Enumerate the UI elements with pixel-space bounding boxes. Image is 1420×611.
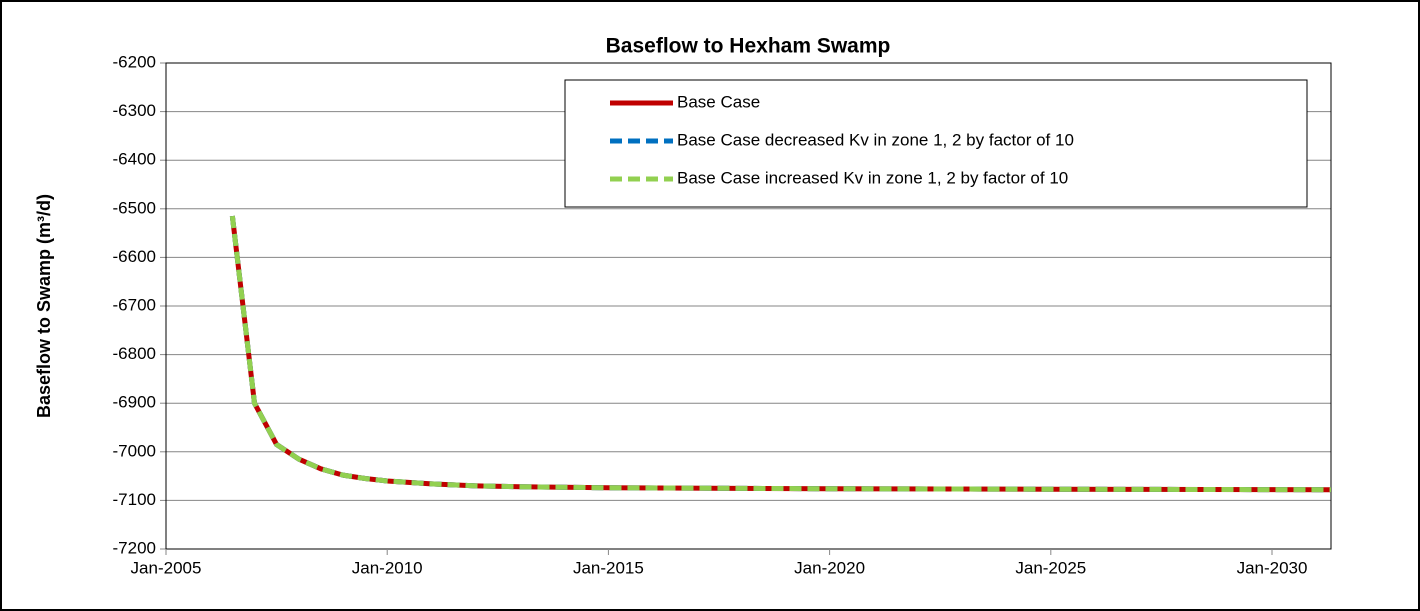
x-tick-label: Jan-2025	[1015, 558, 1086, 577]
x-tick-label: Jan-2005	[131, 558, 202, 577]
legend-label: Base Case	[677, 92, 760, 111]
x-tick-label: Jan-2020	[794, 558, 865, 577]
series-line	[229, 215, 1332, 493]
x-tick-label: Jan-2010	[352, 558, 423, 577]
y-tick-label: -6200	[113, 52, 156, 71]
y-tick-label: -6600	[113, 247, 156, 266]
chart-title: Baseflow to Hexham Swamp	[606, 35, 891, 58]
y-tick-label: -6800	[113, 344, 156, 363]
y-tick-label: -6700	[113, 295, 156, 314]
x-tick-label: Jan-2015	[573, 558, 644, 577]
legend-label: Base Case decreased Kv in zone 1, 2 by f…	[677, 130, 1074, 149]
y-axis-label: Baseflow to Swamp (m³/d)	[34, 194, 54, 418]
plot-frame	[165, 62, 1332, 550]
y-tick-label: -6400	[113, 150, 156, 169]
y-tick-label: -7100	[113, 490, 156, 509]
legend-label: Base Case increased Kv in zone 1, 2 by f…	[677, 168, 1068, 187]
y-tick-label: -7200	[113, 538, 156, 557]
legend-box	[564, 79, 1308, 208]
y-tick-label: -6900	[113, 393, 156, 412]
x-tick-label: Jan-2030	[1237, 558, 1308, 577]
y-tick-label: -7000	[113, 441, 156, 460]
y-tick-label: -6500	[113, 198, 156, 217]
y-tick-label: -6300	[113, 101, 156, 120]
